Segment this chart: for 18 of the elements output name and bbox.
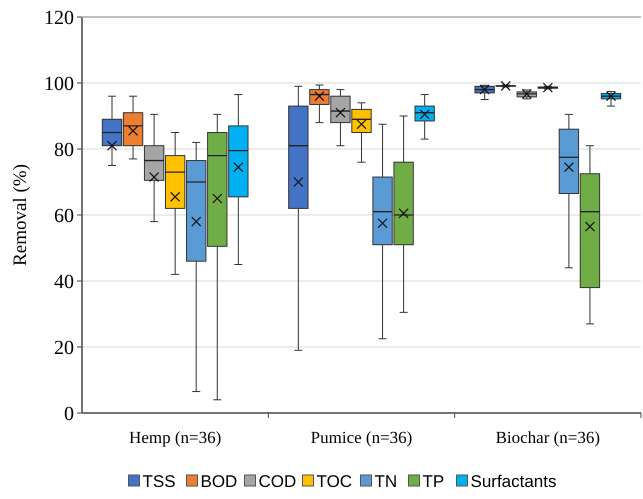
legend-label: TOC [316,472,352,491]
y-tick-label: 20 [54,337,74,359]
legend-label: TSS [142,472,176,491]
y-tick-label: 60 [54,205,74,227]
y-tick-label: 100 [44,73,74,95]
y-axis-title: Removal (%) [10,164,31,266]
legend-label: BOD [200,472,238,491]
y-tick-label: 120 [44,7,74,29]
legend-label: Surfactants [470,472,556,491]
legend-label: COD [258,472,296,491]
y-tick-label: 40 [54,271,74,293]
y-tick-label: 0 [64,403,74,425]
x-tick-label: Biochar (n=36) [496,428,600,447]
y-tick-label: 80 [54,139,74,161]
legend-label: TN [374,472,398,491]
x-tick-label: Hemp (n=36) [129,428,222,447]
x-tick-label: Pumice (n=36) [310,428,412,447]
legend-label: TP [422,472,444,491]
